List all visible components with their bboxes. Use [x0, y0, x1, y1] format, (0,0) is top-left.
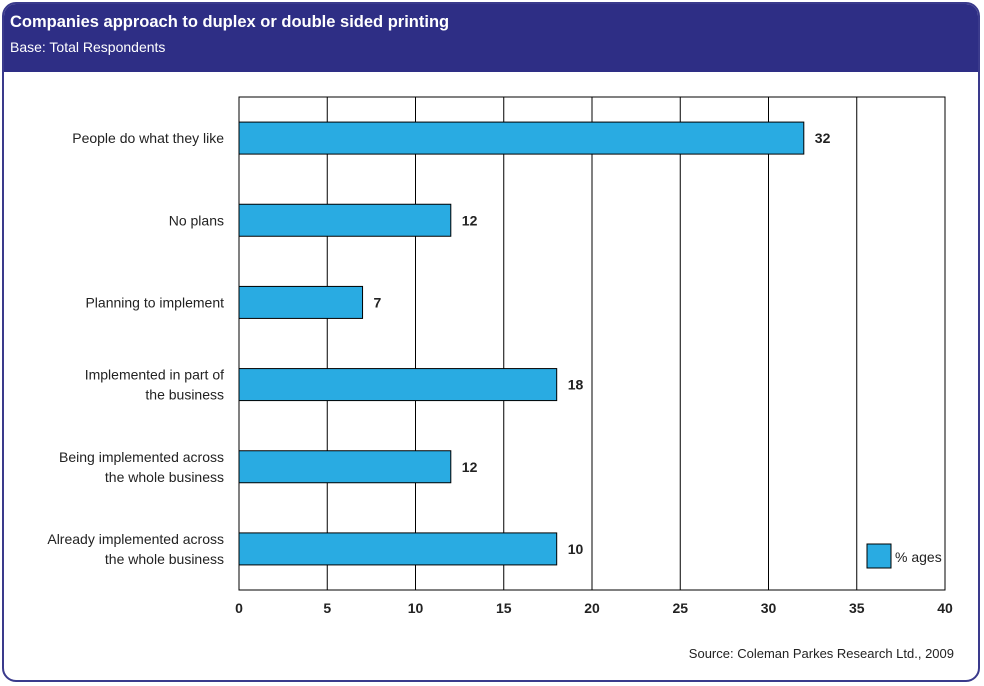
category-label: No plans	[169, 212, 224, 228]
category-label: the whole business	[105, 551, 224, 567]
data-label: 12	[462, 212, 478, 228]
x-tick-label: 25	[672, 600, 688, 616]
x-tick-label: 5	[323, 600, 331, 616]
category-label: the whole business	[105, 469, 224, 485]
bar	[238, 203, 452, 237]
category-label: the business	[145, 387, 224, 403]
chart-header: Companies approach to duplex or double s…	[4, 4, 978, 72]
category-label: Already implemented across	[47, 531, 224, 547]
category-label: Planning to implement	[85, 294, 224, 310]
x-tick-label: 10	[408, 600, 424, 616]
x-tick-label: 30	[761, 600, 777, 616]
data-label: 32	[815, 130, 831, 146]
legend-swatch	[866, 543, 892, 569]
bar	[238, 368, 558, 402]
x-tick-label: 15	[496, 600, 512, 616]
category-label: People do what they like	[72, 130, 224, 146]
x-tick-label: 20	[584, 600, 600, 616]
x-tick-label: 0	[235, 600, 243, 616]
bar	[238, 450, 452, 484]
x-tick-label: 40	[937, 600, 953, 616]
x-tick-label: 35	[849, 600, 865, 616]
data-label: 12	[462, 459, 478, 475]
bar	[238, 285, 364, 319]
data-label: 10	[568, 541, 584, 557]
source-note: Source: Coleman Parkes Research Ltd., 20…	[688, 646, 954, 661]
legend-label: % ages	[895, 549, 942, 565]
data-label: 7	[374, 294, 382, 310]
data-label: 18	[568, 377, 584, 393]
chart-title: Companies approach to duplex or double s…	[10, 13, 450, 31]
category-label: Being implemented across	[59, 449, 224, 465]
category-label: Implemented in part of	[85, 367, 224, 383]
bar	[238, 532, 558, 566]
bar	[238, 121, 805, 155]
chart-subtitle: Base: Total Respondents	[10, 39, 166, 55]
